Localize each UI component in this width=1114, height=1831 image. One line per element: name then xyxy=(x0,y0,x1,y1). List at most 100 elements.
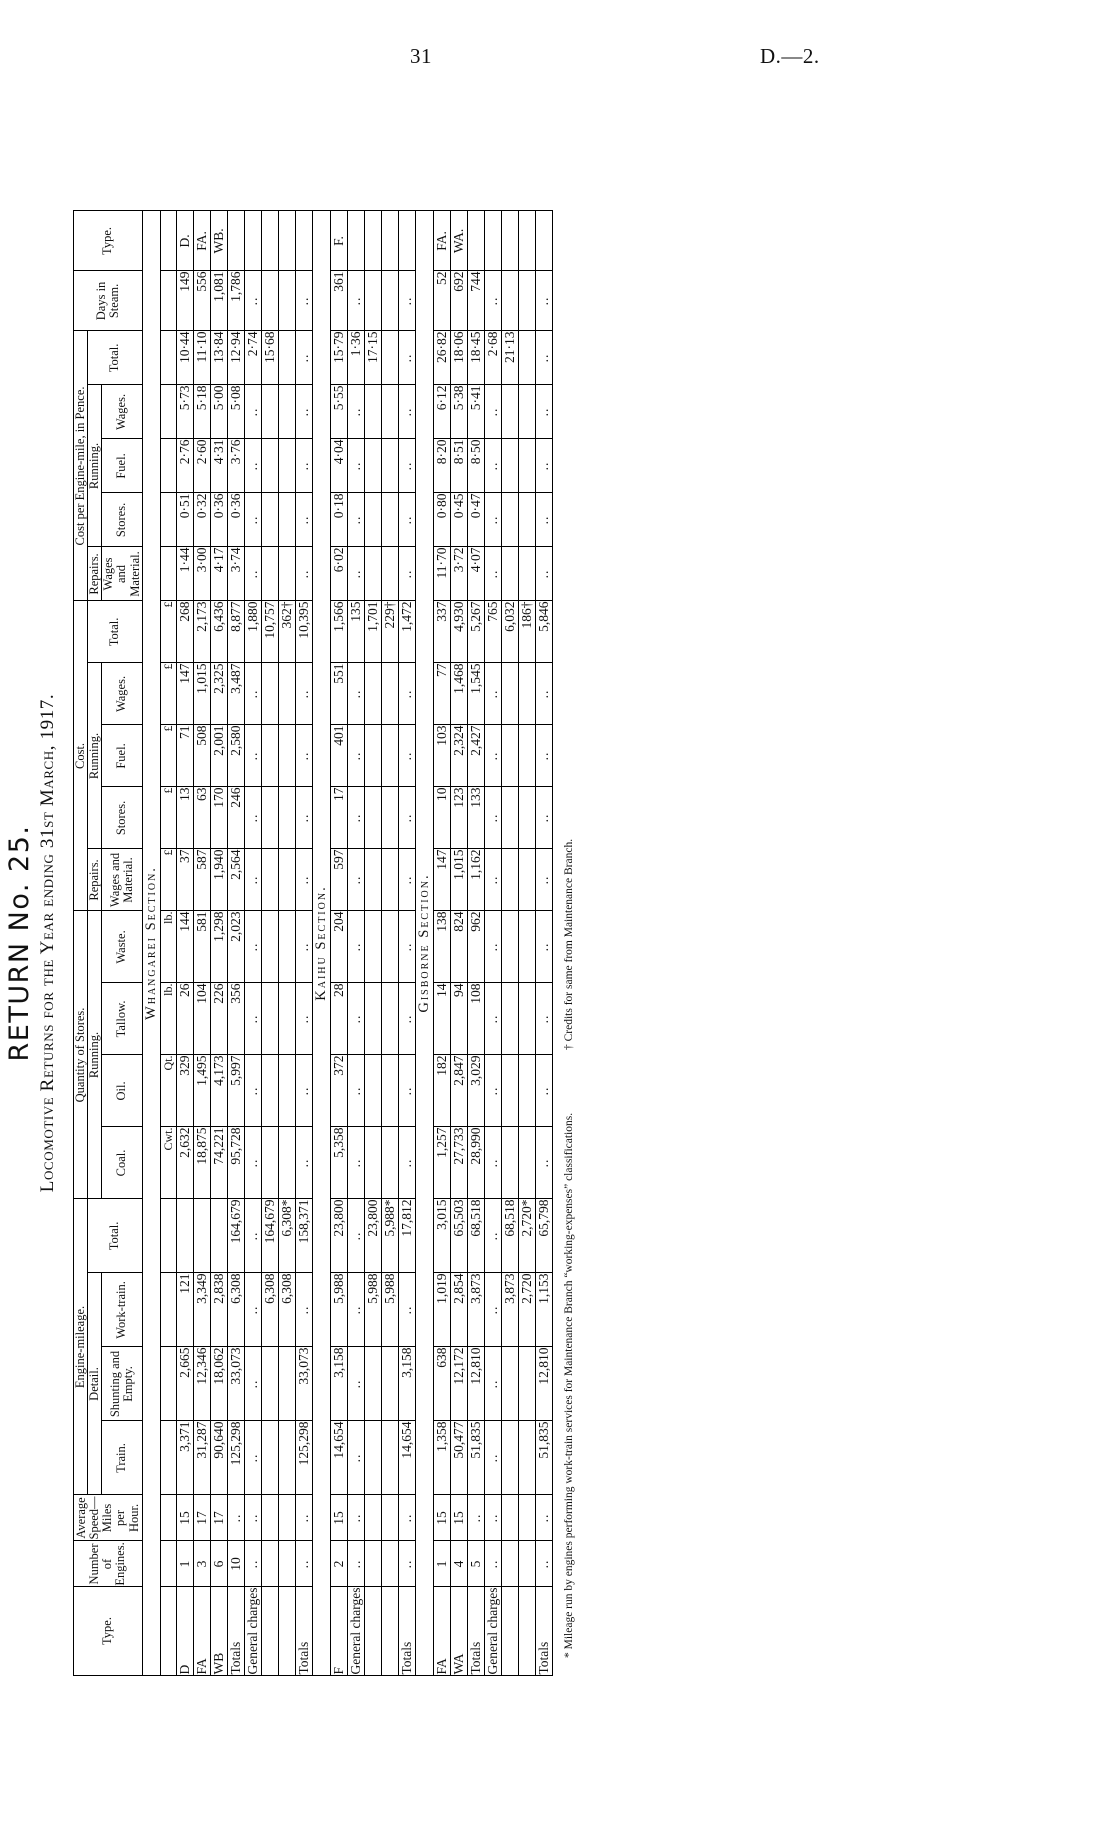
cell-c_wages: .. xyxy=(398,662,416,725)
cell-c_total: 1,566 xyxy=(330,600,348,663)
cell-shunting xyxy=(278,1346,296,1421)
cell-c_fuel: 71 xyxy=(176,724,194,787)
cell-c_total: 5,267 xyxy=(467,600,485,663)
th-mileage-total: Total. xyxy=(87,1198,143,1273)
cell-coal: 74,221 xyxy=(210,1126,228,1199)
cell-p_total: .. xyxy=(295,330,313,385)
unit-coal: Cwt. xyxy=(160,1126,177,1199)
cell-engines xyxy=(381,1540,399,1587)
cell-p_fuel: 4·31 xyxy=(210,438,228,493)
cell-shunting: .. xyxy=(347,1346,365,1421)
cell-train: 125,298 xyxy=(227,1420,245,1495)
cell-c_rep: .. xyxy=(295,848,313,911)
cell-p_stores xyxy=(501,492,519,547)
cell-type_r xyxy=(347,210,365,271)
unit-row: Cwt. Qt. lb. lb. £ £ £ £ £ xyxy=(160,210,177,1676)
unit-type_r xyxy=(160,210,177,271)
locomotive-returns-table: Type. Number of Engines. Average Speed—M… xyxy=(73,210,553,1676)
cell-waste: .. xyxy=(484,910,502,983)
cell-days: 556 xyxy=(193,270,211,331)
cell-engines: 2 xyxy=(330,1540,348,1587)
cell-c_rep: 37 xyxy=(176,848,194,911)
cell-oil xyxy=(364,1054,382,1127)
cell-coal: 2,632 xyxy=(176,1126,194,1199)
cell-p_stores xyxy=(381,492,399,547)
th-type-right: Type. xyxy=(73,210,143,271)
cell-train: .. xyxy=(484,1420,502,1495)
cell-p_wages xyxy=(501,384,519,439)
carry-row-0-a: 6,308 164,679 10,757 15·68 xyxy=(261,210,279,1676)
cell-tallow: 28 xyxy=(330,982,348,1055)
cell-mil_total: 3,015 xyxy=(433,1198,451,1273)
cell-train: 125,298 xyxy=(295,1420,313,1495)
cell-p_total xyxy=(518,330,536,385)
cell-coal: .. xyxy=(535,1126,553,1199)
cell-p_total: 18·06 xyxy=(450,330,468,385)
cell-engines: .. xyxy=(398,1540,416,1587)
cell-engines: .. xyxy=(295,1540,313,1587)
cell-waste: 1,298 xyxy=(210,910,228,983)
cell-p_total: 13·84 xyxy=(210,330,228,385)
cell-c_stores xyxy=(381,786,399,849)
page-number: 31 xyxy=(410,44,432,68)
cell-waste: 581 xyxy=(193,910,211,983)
cell-tallow: 104 xyxy=(193,982,211,1055)
cell-days: 1,786 xyxy=(227,270,245,331)
cell-p_rep xyxy=(381,546,399,601)
cell-p_wages: .. xyxy=(244,384,262,439)
cell-c_stores: 13 xyxy=(176,786,194,849)
cell-label xyxy=(501,1586,519,1676)
cell-p_wages: 5·55 xyxy=(330,384,348,439)
unit-p_fuel xyxy=(160,438,177,493)
cell-coal: 28,990 xyxy=(467,1126,485,1199)
cell-worktrain: 3,873 xyxy=(467,1272,485,1347)
cell-shunting: 2,665 xyxy=(176,1346,194,1421)
cell-worktrain: 2,854 xyxy=(450,1272,468,1347)
th-type-left: Type. xyxy=(73,1586,143,1676)
cell-c_fuel: .. xyxy=(295,724,313,787)
cell-tallow: .. xyxy=(244,982,262,1055)
cell-c_stores: 170 xyxy=(210,786,228,849)
cell-p_rep: .. xyxy=(295,546,313,601)
cell-p_stores: 0·80 xyxy=(433,492,451,547)
cell-train: 14,654 xyxy=(330,1420,348,1495)
page-header: 31 D.—2. xyxy=(0,44,1114,78)
cell-p_stores: .. xyxy=(535,492,553,547)
cell-engines: .. xyxy=(535,1540,553,1587)
cell-days xyxy=(278,270,296,331)
unit-mil_total xyxy=(160,1198,177,1273)
cell-p_stores: .. xyxy=(484,492,502,547)
cell-waste xyxy=(364,910,382,983)
cell-train xyxy=(518,1420,536,1495)
cell-c_stores xyxy=(518,786,536,849)
cell-p_rep: .. xyxy=(484,546,502,601)
cell-c_fuel: 2,580 xyxy=(227,724,245,787)
cell-p_rep: .. xyxy=(347,546,365,601)
cell-p_wages xyxy=(261,384,279,439)
section-title: Whangarei Section. xyxy=(142,210,161,1676)
cell-type_r: WA. xyxy=(450,210,468,271)
cell-days: 692 xyxy=(450,270,468,331)
cell-c_total: 186† xyxy=(518,600,536,663)
cell-p_rep xyxy=(501,546,519,601)
cell-days: 361 xyxy=(330,270,348,331)
cell-days: .. xyxy=(244,270,262,331)
cell-c_wages: .. xyxy=(295,662,313,725)
cell-train xyxy=(381,1420,399,1495)
cell-shunting: 33,073 xyxy=(227,1346,245,1421)
cell-c_wages xyxy=(278,662,296,725)
cell-shunting: 638 xyxy=(433,1346,451,1421)
cell-p_stores: .. xyxy=(295,492,313,547)
data-row-0-2: WB 6 17 90,640 18,062 2,838 74,221 4,173 226 1,29… xyxy=(210,210,228,1676)
cell-waste: .. xyxy=(347,910,365,983)
unit-train xyxy=(160,1420,177,1495)
unit-speed xyxy=(160,1494,177,1541)
cell-tallow xyxy=(278,982,296,1055)
cell-type_r xyxy=(227,210,245,271)
cell-p_fuel: 8·51 xyxy=(450,438,468,493)
page-code: D.—2. xyxy=(760,44,820,68)
cell-oil: 2,847 xyxy=(450,1054,468,1127)
cell-days xyxy=(501,270,519,331)
cell-p_stores: .. xyxy=(347,492,365,547)
cell-days xyxy=(261,270,279,331)
